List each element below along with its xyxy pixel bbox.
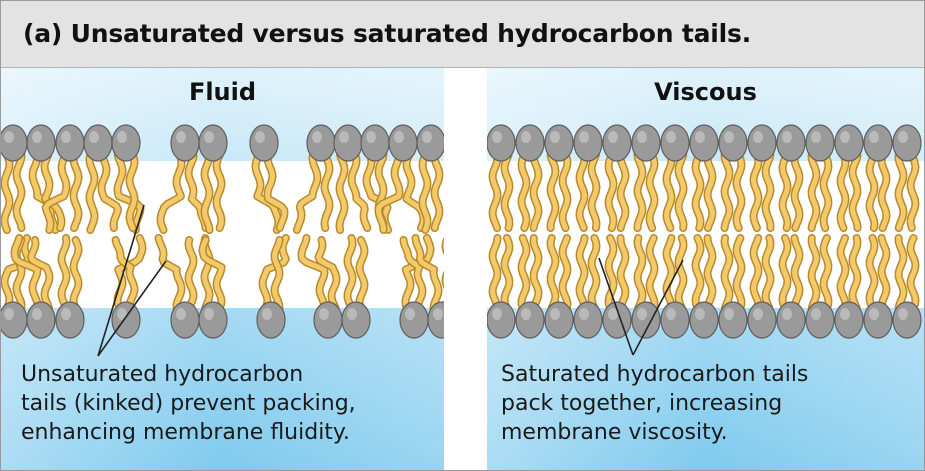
phospholipid-head <box>863 301 893 339</box>
phospholipid-head <box>515 124 545 162</box>
fluid-caption-line-3: enhancing membrane fluidity. <box>21 420 350 445</box>
phospholipid-head <box>863 124 893 162</box>
phospholipid-head <box>660 124 690 162</box>
phospholipid-head <box>1 124 28 162</box>
phospholipid-head <box>892 301 922 339</box>
phospholipid-head <box>631 124 661 162</box>
unsaturated-pointer-lines <box>97 204 167 357</box>
phospholipid-head <box>249 124 279 162</box>
phospholipid-head <box>747 301 777 339</box>
phospholipid-head <box>360 124 390 162</box>
phospholipid-head <box>776 301 806 339</box>
figure-title: (a) Unsaturated versus saturated hydroca… <box>23 19 751 48</box>
phospholipid-head <box>573 124 603 162</box>
head-groups <box>487 124 922 339</box>
phospholipid-head <box>388 124 418 162</box>
phospholipid-head <box>487 301 516 339</box>
saturated-pointer-lines <box>598 257 684 356</box>
phospholipid-head <box>111 124 141 162</box>
phospholipid-head <box>341 301 371 339</box>
phospholipid-head <box>805 301 835 339</box>
phospholipid-head <box>805 124 835 162</box>
fluid-caption: Unsaturated hydrocarbon tails (kinked) p… <box>21 360 356 447</box>
phospholipid-head <box>55 301 85 339</box>
phospholipid-head <box>718 124 748 162</box>
figure-header: (a) Unsaturated versus saturated hydroca… <box>1 1 924 68</box>
phospholipid-head <box>399 301 429 339</box>
viscous-caption-line-1: Saturated hydrocarbon tails <box>501 362 809 387</box>
phospholipid-head <box>26 301 56 339</box>
phospholipid-head <box>1 301 28 339</box>
phospholipid-head <box>515 301 545 339</box>
viscous-membrane-panel: Viscous Saturated hydrocarbon tails pack… <box>487 68 924 470</box>
phospholipid-head <box>313 301 343 339</box>
viscous-caption-line-3: membrane viscosity. <box>501 420 728 445</box>
phospholipid-head <box>631 301 661 339</box>
phospholipid-head <box>256 301 286 339</box>
phospholipid-head <box>83 124 113 162</box>
phospholipid-head <box>306 124 336 162</box>
fluid-caption-line-2: tails (kinked) prevent packing, <box>21 391 356 416</box>
viscous-caption: Saturated hydrocarbon tails pack togethe… <box>501 360 808 447</box>
viscous-panel-title: Viscous <box>654 78 757 106</box>
unsaturated-tails <box>1 151 444 312</box>
phospholipid-head <box>198 301 228 339</box>
viscous-caption-line-2: pack together, increasing <box>501 391 783 416</box>
saturated-tails <box>488 151 920 312</box>
phospholipid-head <box>573 301 603 339</box>
phospholipid-head <box>660 301 690 339</box>
phospholipid-head <box>834 301 864 339</box>
phospholipid-head <box>427 301 444 339</box>
phospholipid-head <box>198 124 228 162</box>
phospholipid-head <box>55 124 85 162</box>
phospholipid-head <box>689 301 719 339</box>
viscous-bilayer-illustration <box>487 68 924 470</box>
phospholipid-head <box>111 301 141 339</box>
phospholipid-head <box>689 124 719 162</box>
phospholipid-head <box>892 124 922 162</box>
fluid-membrane-panel: Fluid Unsaturated hydrocarbon tails (kin… <box>1 68 444 470</box>
phospholipid-head <box>416 124 444 162</box>
phospholipid-head <box>718 301 748 339</box>
phospholipid-head <box>333 124 363 162</box>
phospholipid-head <box>747 124 777 162</box>
phospholipid-head <box>26 124 56 162</box>
fluid-bilayer-illustration <box>1 68 444 470</box>
phospholipid-head <box>834 124 864 162</box>
phospholipid-head <box>170 301 200 339</box>
phospholipid-head <box>170 124 200 162</box>
fluid-panel-title: Fluid <box>188 78 257 106</box>
fluid-caption-line-1: Unsaturated hydrocarbon <box>21 362 304 387</box>
phospholipid-head <box>602 124 632 162</box>
phospholipid-head <box>776 124 806 162</box>
phospholipid-head <box>487 124 516 162</box>
phospholipid-head <box>544 124 574 162</box>
head-groups <box>1 124 444 339</box>
phospholipid-head <box>544 301 574 339</box>
